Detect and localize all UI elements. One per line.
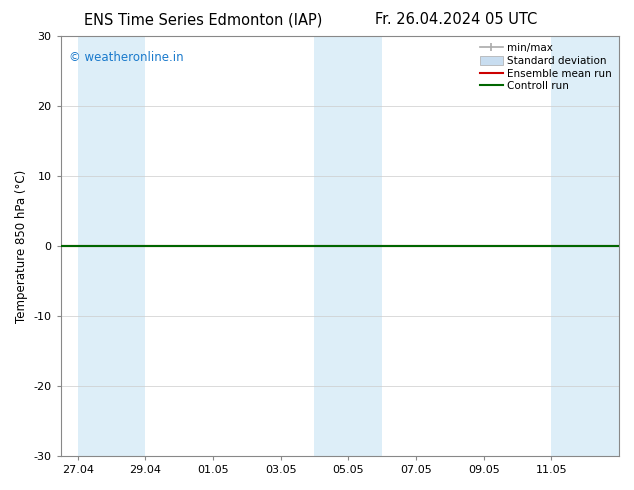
Text: © weatheronline.in: © weatheronline.in (69, 51, 184, 64)
Bar (77, 36, 145, 456)
Text: Fr. 26.04.2024 05 UTC: Fr. 26.04.2024 05 UTC (375, 12, 538, 27)
Legend: min/max, Standard deviation, Ensemble mean run, Controll run: min/max, Standard deviation, Ensemble me… (478, 41, 614, 93)
Text: ENS Time Series Edmonton (IAP): ENS Time Series Edmonton (IAP) (84, 12, 322, 27)
Bar (552, 36, 619, 456)
Bar (314, 36, 382, 456)
Y-axis label: Temperature 850 hPa (°C): Temperature 850 hPa (°C) (15, 170, 28, 323)
